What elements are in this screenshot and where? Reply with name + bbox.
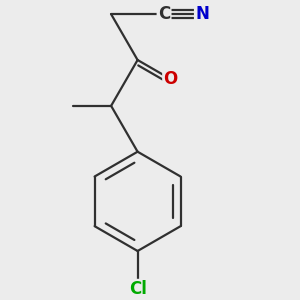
Text: C: C (158, 5, 170, 23)
Text: N: N (195, 5, 209, 23)
Text: O: O (164, 70, 178, 88)
Text: Cl: Cl (129, 280, 146, 298)
